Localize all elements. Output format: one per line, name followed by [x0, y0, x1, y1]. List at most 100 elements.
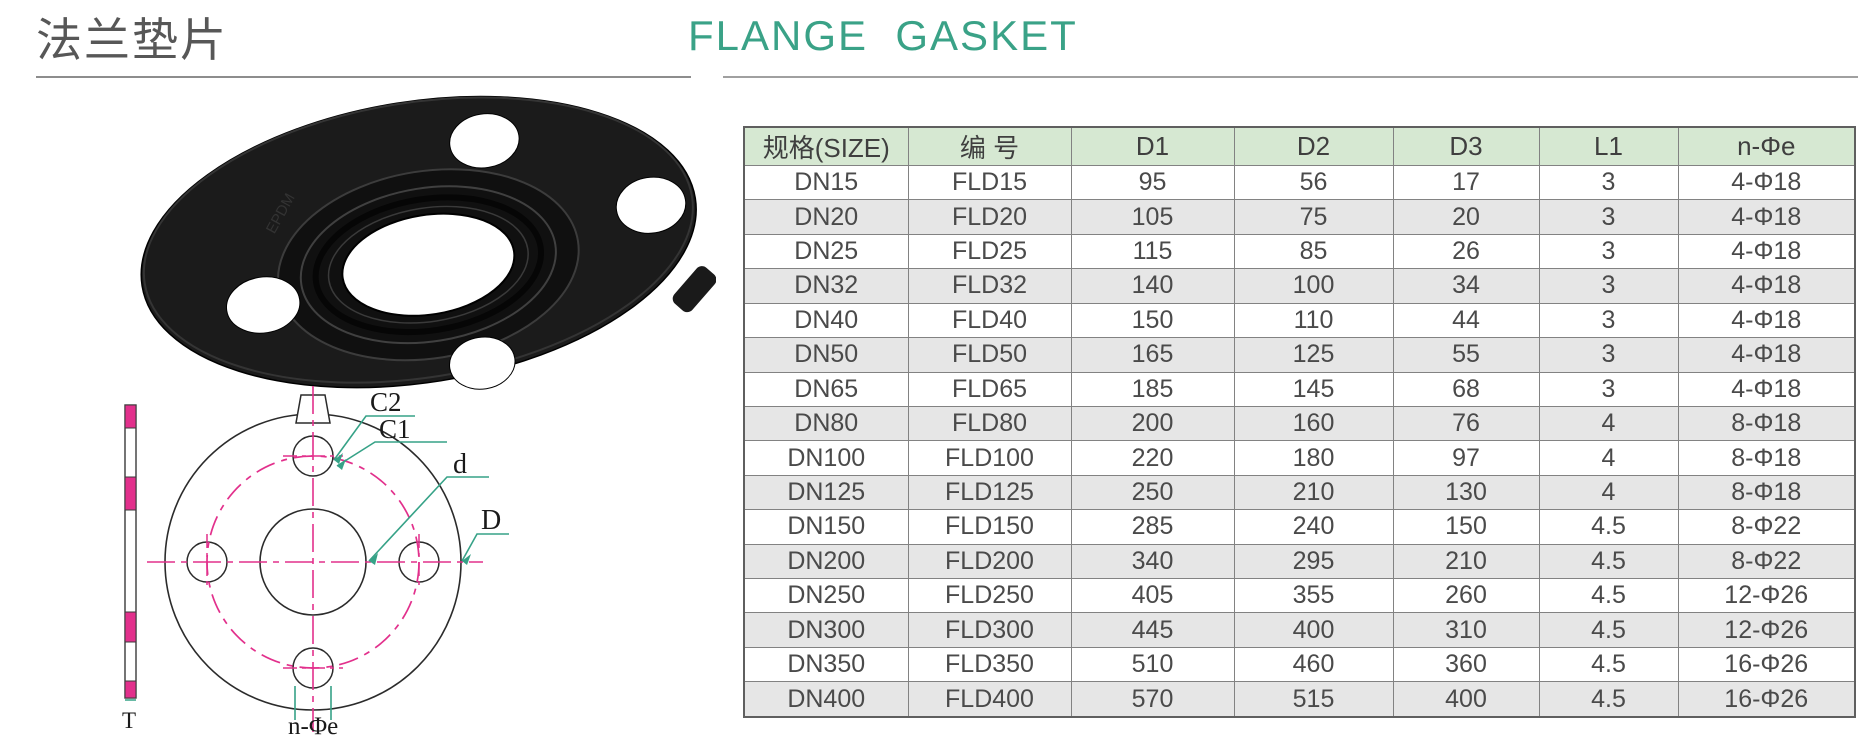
cell-d3: 310	[1392, 612, 1540, 648]
cell-d1: 445	[1070, 612, 1235, 648]
cell-code: FLD400	[907, 681, 1072, 718]
cell-size: DN40	[743, 302, 909, 339]
cell-l1: 3	[1538, 302, 1679, 339]
cell-code: FLD300	[907, 612, 1072, 648]
table-row: DN150 FLD150 285 240 150 4.5 8-Φ22	[743, 509, 1856, 545]
cell-d1: 140	[1070, 268, 1235, 304]
table-row: DN15 FLD15 95 56 17 3 4-Φ18	[743, 164, 1856, 201]
cell-d1: 285	[1070, 509, 1235, 545]
cell-d3: 150	[1392, 509, 1540, 545]
cell-l1: 3	[1538, 268, 1679, 304]
table-row: DN300 FLD300 445 400 310 4.5 12-Φ26	[743, 612, 1856, 648]
cell-d1: 115	[1070, 233, 1235, 270]
cell-l1: 4.5	[1538, 509, 1679, 545]
cell-n-phi-e: 12-Φ26	[1677, 578, 1856, 614]
label-c1: C1	[379, 414, 411, 444]
cell-d1: 510	[1070, 646, 1235, 683]
cell-d1: 220	[1070, 440, 1235, 476]
cell-d3: 26	[1392, 233, 1540, 270]
arrowhead-c2	[334, 453, 343, 464]
cell-d3: 97	[1392, 440, 1540, 476]
page-title-chinese: 法兰垫片	[36, 14, 228, 66]
cell-d3: 44	[1392, 302, 1540, 339]
cell-d3: 260	[1392, 578, 1540, 614]
leader-lines	[294, 415, 509, 720]
table-row: DN250 FLD250 405 355 260 4.5 12-Φ26	[743, 578, 1856, 614]
cell-l1: 3	[1538, 337, 1679, 373]
arrowhead-D	[462, 554, 471, 565]
table-row: DN80 FLD80 200 160 76 4 8-Φ18	[743, 405, 1856, 442]
table-row: DN20 FLD20 105 75 20 3 4-Φ18	[743, 199, 1856, 235]
cell-l1: 4	[1538, 405, 1679, 442]
cell-code: FLD20	[907, 199, 1072, 235]
cell-size: DN350	[743, 646, 909, 683]
cell-d2: 210	[1233, 474, 1394, 511]
cell-code: FLD50	[907, 337, 1072, 373]
cell-l1: 4.5	[1538, 681, 1679, 718]
table-header-row: 规格(SIZE) 编 号 D1 D2 D3 L1 n-Φe	[743, 126, 1856, 166]
cell-n-phi-e: 8-Φ18	[1677, 440, 1856, 476]
cell-size: DN200	[743, 543, 909, 580]
product-photo: EPDM	[140, 95, 716, 390]
col-header-d3: D3	[1392, 126, 1540, 166]
cell-size: DN300	[743, 612, 909, 648]
cell-size: DN100	[743, 440, 909, 476]
cell-d2: 145	[1233, 371, 1394, 407]
cell-l1: 3	[1538, 371, 1679, 407]
cell-size: DN15	[743, 164, 909, 201]
cell-d3: 360	[1392, 646, 1540, 683]
gasket-ring-groove-inner	[327, 205, 529, 324]
cell-size: DN400	[743, 681, 909, 718]
cell-d3: 20	[1392, 199, 1540, 235]
col-header-d2: D2	[1233, 126, 1394, 166]
side-section-view: T	[122, 404, 137, 733]
label-c2: C2	[370, 387, 402, 417]
cell-d3: 76	[1392, 405, 1540, 442]
cell-d2: 75	[1233, 199, 1394, 235]
cell-size: DN150	[743, 509, 909, 545]
table-row: DN400 FLD400 570 515 400 4.5 16-Φ26	[743, 681, 1856, 718]
table-row: DN32 FLD32 140 100 34 3 4-Φ18	[743, 268, 1856, 304]
cell-code: FLD65	[907, 371, 1072, 407]
cell-code: FLD100	[907, 440, 1072, 476]
label-d-big: D	[481, 505, 501, 536]
cell-code: FLD125	[907, 474, 1072, 511]
title-underline-left	[36, 76, 691, 78]
cell-d2: 85	[1233, 233, 1394, 270]
cell-d2: 56	[1233, 164, 1394, 201]
cell-d1: 340	[1070, 543, 1235, 580]
cell-l1: 3	[1538, 164, 1679, 201]
cell-l1: 4.5	[1538, 543, 1679, 580]
col-header-code: 编 号	[907, 126, 1072, 166]
cell-n-phi-e: 16-Φ26	[1677, 681, 1856, 718]
cell-l1: 4.5	[1538, 578, 1679, 614]
cell-n-phi-e: 4-Φ18	[1677, 337, 1856, 373]
cell-code: FLD15	[907, 164, 1072, 201]
cell-code: FLD250	[907, 578, 1072, 614]
label-d-small: d	[453, 449, 467, 480]
col-header-n-phi-e: n-Φe	[1677, 126, 1856, 166]
cell-n-phi-e: 4-Φ18	[1677, 164, 1856, 201]
cell-code: FLD32	[907, 268, 1072, 304]
cell-d1: 200	[1070, 405, 1235, 442]
arrowhead-d	[369, 553, 378, 565]
cell-code: FLD350	[907, 646, 1072, 683]
cell-n-phi-e: 4-Φ18	[1677, 268, 1856, 304]
cell-d2: 240	[1233, 509, 1394, 545]
cell-d1: 95	[1070, 164, 1235, 201]
cell-d2: 110	[1233, 302, 1394, 339]
cell-l1: 4.5	[1538, 612, 1679, 648]
cell-n-phi-e: 8-Φ22	[1677, 543, 1856, 580]
gasket-bolt-hole-right	[615, 176, 687, 234]
cell-d3: 55	[1392, 337, 1540, 373]
cell-l1: 3	[1538, 233, 1679, 270]
gasket-rim-highlight	[142, 96, 694, 384]
cell-d3: 17	[1392, 164, 1540, 201]
cell-size: DN25	[743, 233, 909, 270]
cell-l1: 4	[1538, 474, 1679, 511]
cell-d2: 515	[1233, 681, 1394, 718]
col-header-size: 规格(SIZE)	[743, 126, 909, 166]
table-row: DN200 FLD200 340 295 210 4.5 8-Φ22	[743, 543, 1856, 580]
cell-size: DN20	[743, 199, 909, 235]
cell-d2: 160	[1233, 405, 1394, 442]
